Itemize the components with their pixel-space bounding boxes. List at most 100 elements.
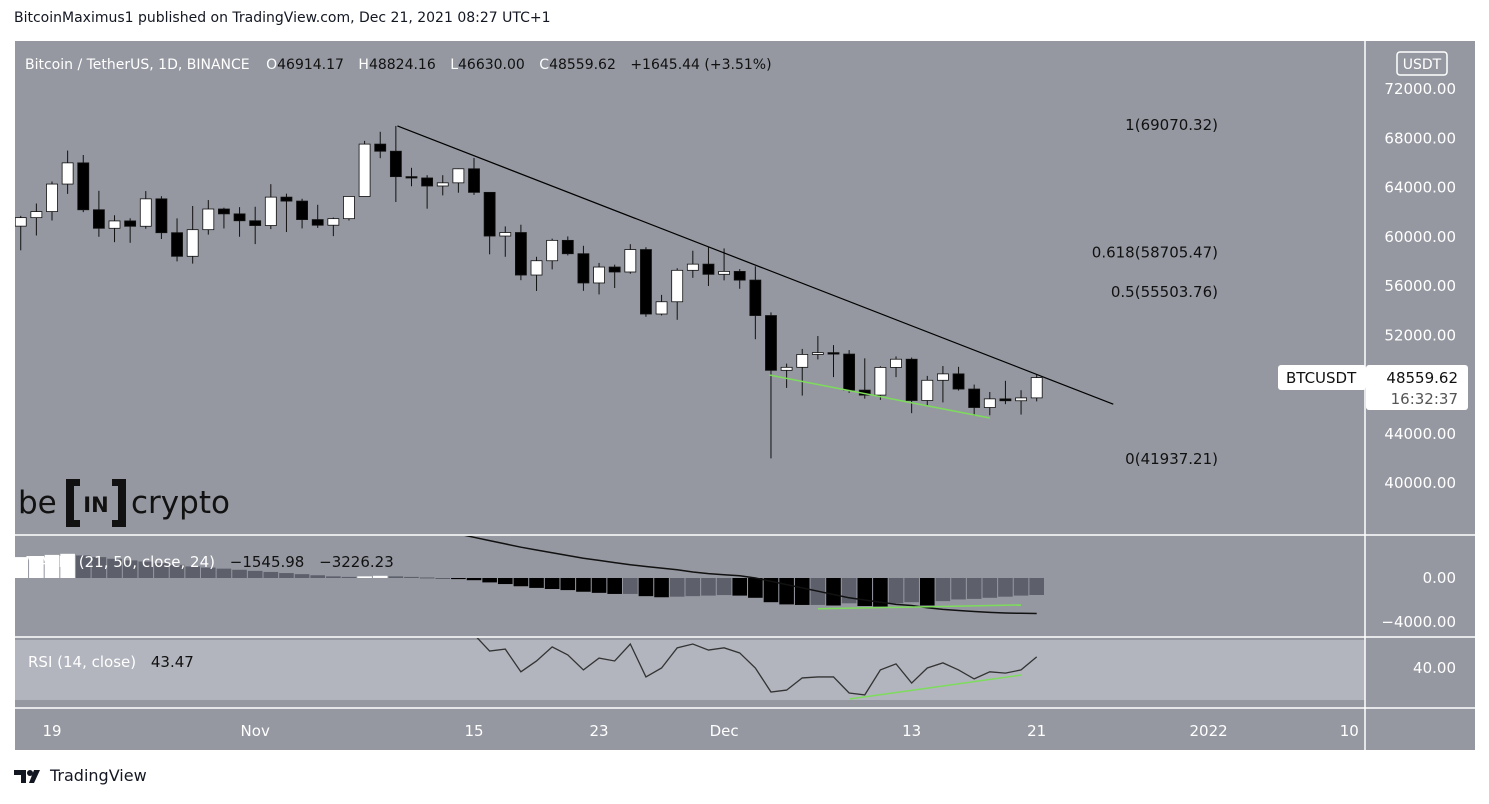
candle <box>686 250 699 278</box>
price-tick-label: 52000.00 <box>1384 326 1456 344</box>
candle <box>921 375 934 406</box>
candle-body <box>874 367 887 396</box>
macd-histogram-bar <box>326 576 341 578</box>
price-pane[interactable]: 1(69070.32) 0.618(58705.47) 0.5(55503.76) 0… <box>15 116 1218 468</box>
rsi-tick-label: 40.00 <box>1413 659 1456 677</box>
ohlc-legend: Bitcoin / TetherUS, 1D, BINANCE O46914.1… <box>25 57 772 73</box>
rsi-divergence-line <box>849 674 1022 700</box>
candle <box>280 193 293 233</box>
time-tick-label: 23 <box>590 722 609 740</box>
candle <box>124 218 137 243</box>
candle-body <box>171 232 183 257</box>
candle <box>264 184 277 230</box>
candle <box>640 247 652 317</box>
macd-histogram-bar <box>497 578 513 585</box>
last-price-tag: BTCUSDT 48559.62 16:32:37 <box>1278 365 1468 410</box>
candle-body <box>546 239 559 262</box>
candle <box>468 157 480 195</box>
logo-text-crypto: crypto <box>131 485 230 521</box>
candle <box>1015 390 1027 415</box>
candle-body <box>296 200 308 220</box>
candle-body <box>280 196 293 202</box>
candle-body <box>702 263 715 275</box>
macd-histogram-bar <box>607 578 622 594</box>
candle-body <box>92 209 105 229</box>
macd-histogram-bar <box>841 578 857 604</box>
candle-body <box>561 239 574 255</box>
rsi-name: RSI (14, close) <box>28 653 136 671</box>
price-tag-symbol: BTCUSDT <box>1286 369 1357 387</box>
macd-histogram-bar <box>185 566 200 578</box>
price-tick-label: 68000.00 <box>1384 129 1456 147</box>
fib-label: 1(69070.32) <box>1125 116 1218 134</box>
macd-histogram-bar <box>216 568 232 578</box>
candle-body <box>249 220 262 226</box>
low-label: L <box>450 57 458 73</box>
macd-histogram-bar <box>904 578 919 603</box>
descending-resistance-line <box>397 125 1114 405</box>
candle <box>827 345 840 378</box>
macd-tick-label: −4000.00 <box>1381 613 1456 631</box>
macd-histogram-bar <box>435 578 451 579</box>
tradingview-footer[interactable]: TradingView <box>14 766 147 785</box>
candle <box>1030 374 1043 402</box>
currency-button[interactable]: USDT <box>1396 51 1448 76</box>
macd-histogram-bar <box>513 578 529 587</box>
price-tick-label: 56000.00 <box>1384 277 1456 295</box>
candle-body <box>124 220 137 227</box>
macd-histogram-bar <box>310 575 326 578</box>
candle-body <box>718 271 730 275</box>
time-tick-label: 2022 <box>1190 722 1228 740</box>
high-value: 48824.16 <box>369 57 436 73</box>
close-value: 48559.62 <box>549 57 616 73</box>
candle-body <box>780 366 793 371</box>
candle <box>671 268 684 320</box>
time-tick-label: 13 <box>902 722 921 740</box>
candle <box>968 384 981 416</box>
macd-histogram-bar <box>591 578 607 593</box>
candle-body <box>61 162 74 185</box>
macd-value-2: −3226.23 <box>319 553 394 571</box>
price-support-line <box>769 374 990 419</box>
candle-body <box>655 301 668 315</box>
candle <box>139 191 152 229</box>
candle <box>624 244 637 274</box>
symbol-title: Bitcoin / TetherUS, 1D, BINANCE <box>25 57 250 73</box>
candle-body <box>577 253 590 284</box>
tradingview-brand: TradingView <box>50 766 147 785</box>
macd-pane[interactable] <box>13 534 1044 615</box>
rsi-pane[interactable] <box>474 634 1038 700</box>
candle-body <box>968 388 981 408</box>
macd-histogram-bar <box>873 578 888 607</box>
candle <box>108 215 121 243</box>
candle-body <box>733 271 746 281</box>
macd-histogram-bar <box>404 576 419 578</box>
candle-body <box>937 373 949 381</box>
macd-histogram-bar <box>919 578 935 606</box>
low-value: 46630.00 <box>458 57 525 73</box>
macd-histogram-bar <box>482 578 497 583</box>
rsi-line <box>476 638 1038 696</box>
macd-histogram-bar <box>419 577 435 579</box>
macd-histogram-bar <box>466 578 482 581</box>
candle-body <box>15 217 27 227</box>
macd-histogram-bar <box>888 578 904 604</box>
time-tick-label: Dec <box>710 722 739 740</box>
candle-body <box>452 168 465 184</box>
macd-histogram-bar <box>60 553 75 578</box>
candle <box>327 217 340 237</box>
candle-body <box>952 373 965 390</box>
currency-label: USDT <box>1403 57 1442 73</box>
candle-body <box>530 260 543 276</box>
candle <box>186 205 199 264</box>
macd-histogram-bar <box>75 555 91 578</box>
macd-histogram-bar <box>451 578 466 580</box>
candle <box>890 356 902 378</box>
open-label: O <box>266 57 277 73</box>
macd-legend: MACD (21, 50, close, 24) −1545.98 −3226.… <box>25 553 394 571</box>
macd-value-1: −1545.98 <box>230 553 305 571</box>
candle-body <box>389 150 402 178</box>
candle-body <box>749 279 762 316</box>
logo-text-be: be <box>18 485 57 521</box>
